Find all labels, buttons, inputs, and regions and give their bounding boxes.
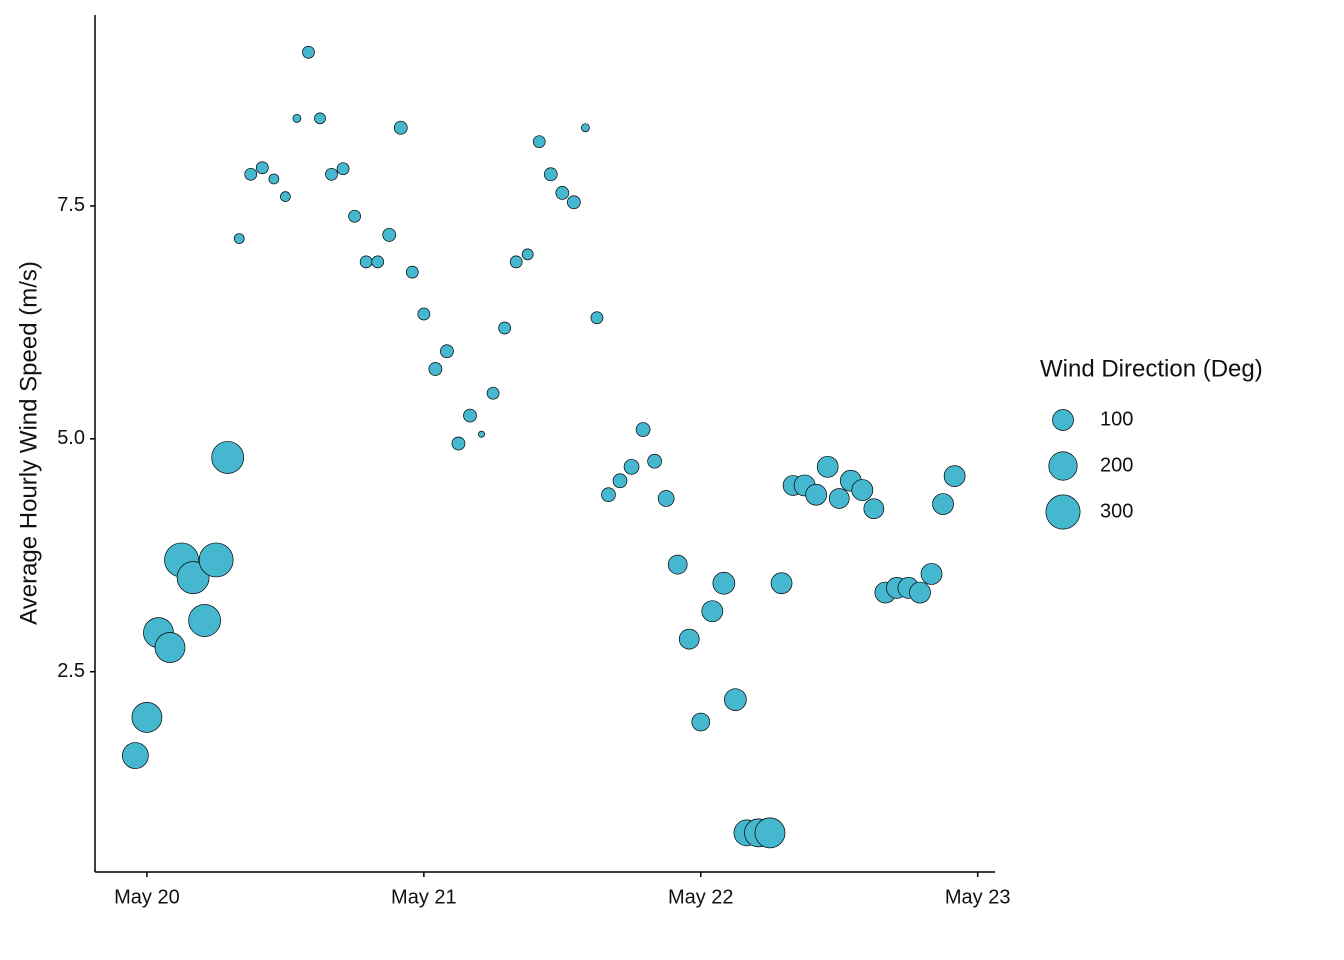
point [635, 422, 651, 437]
legend-circle [1052, 409, 1074, 431]
x-tick-label: May 23 [945, 886, 1011, 908]
y-tick-label: 7.5 [57, 194, 85, 216]
point [336, 162, 350, 176]
point [770, 572, 793, 595]
legend-label: 100 [1100, 408, 1133, 430]
point [509, 255, 523, 269]
point [359, 255, 373, 269]
x-tick-label: May 22 [668, 886, 734, 908]
point [724, 688, 747, 712]
y-tick-label: 5.0 [57, 427, 85, 449]
point [657, 490, 675, 507]
point [451, 436, 466, 451]
point [590, 311, 604, 325]
point [325, 167, 338, 181]
x-tick-label: May 20 [114, 886, 180, 908]
point [188, 604, 221, 637]
point [580, 123, 590, 133]
point [623, 458, 640, 475]
point [712, 571, 736, 595]
point [932, 493, 954, 515]
point [612, 473, 628, 489]
point [543, 167, 558, 182]
y-tick-label: 2.5 [57, 660, 85, 682]
point [498, 321, 511, 335]
point [463, 408, 477, 423]
point [405, 265, 419, 279]
point [532, 135, 546, 149]
point [647, 453, 662, 469]
point [348, 209, 361, 223]
legend-circle [1045, 494, 1081, 530]
point [428, 362, 443, 376]
legend-circle [1048, 451, 1078, 481]
point [382, 227, 397, 242]
point [131, 702, 163, 733]
point [176, 561, 210, 595]
point [678, 628, 700, 650]
legend-label: 200 [1100, 454, 1133, 476]
x-tick-label: May 21 [391, 886, 457, 908]
point [211, 441, 245, 474]
point [440, 344, 454, 359]
point [198, 542, 234, 578]
point [122, 742, 149, 769]
legend-label: 300 [1100, 500, 1133, 522]
point [244, 167, 258, 181]
point [667, 554, 688, 575]
point [486, 386, 500, 400]
point [805, 483, 828, 506]
point [478, 430, 485, 438]
point [828, 488, 850, 509]
point [920, 563, 943, 585]
point [154, 632, 186, 663]
point [754, 817, 786, 849]
point [816, 455, 839, 478]
point [302, 45, 315, 59]
point [943, 465, 966, 487]
point [292, 114, 302, 123]
point [909, 581, 931, 604]
legend-title: Wind Direction (Deg) [1040, 355, 1263, 382]
point [280, 191, 291, 202]
point [566, 195, 581, 210]
point [555, 186, 570, 200]
point [863, 498, 885, 520]
point [233, 233, 245, 244]
point [851, 479, 874, 501]
point [393, 120, 408, 135]
point [417, 307, 431, 321]
point [268, 173, 280, 185]
point [371, 255, 385, 269]
point [521, 248, 534, 261]
point [255, 161, 269, 175]
point [601, 487, 616, 503]
point [314, 112, 326, 125]
y-axis-label: Average Hourly Wind Speed (m/s) [15, 261, 42, 625]
point [691, 712, 711, 732]
point [701, 600, 724, 623]
